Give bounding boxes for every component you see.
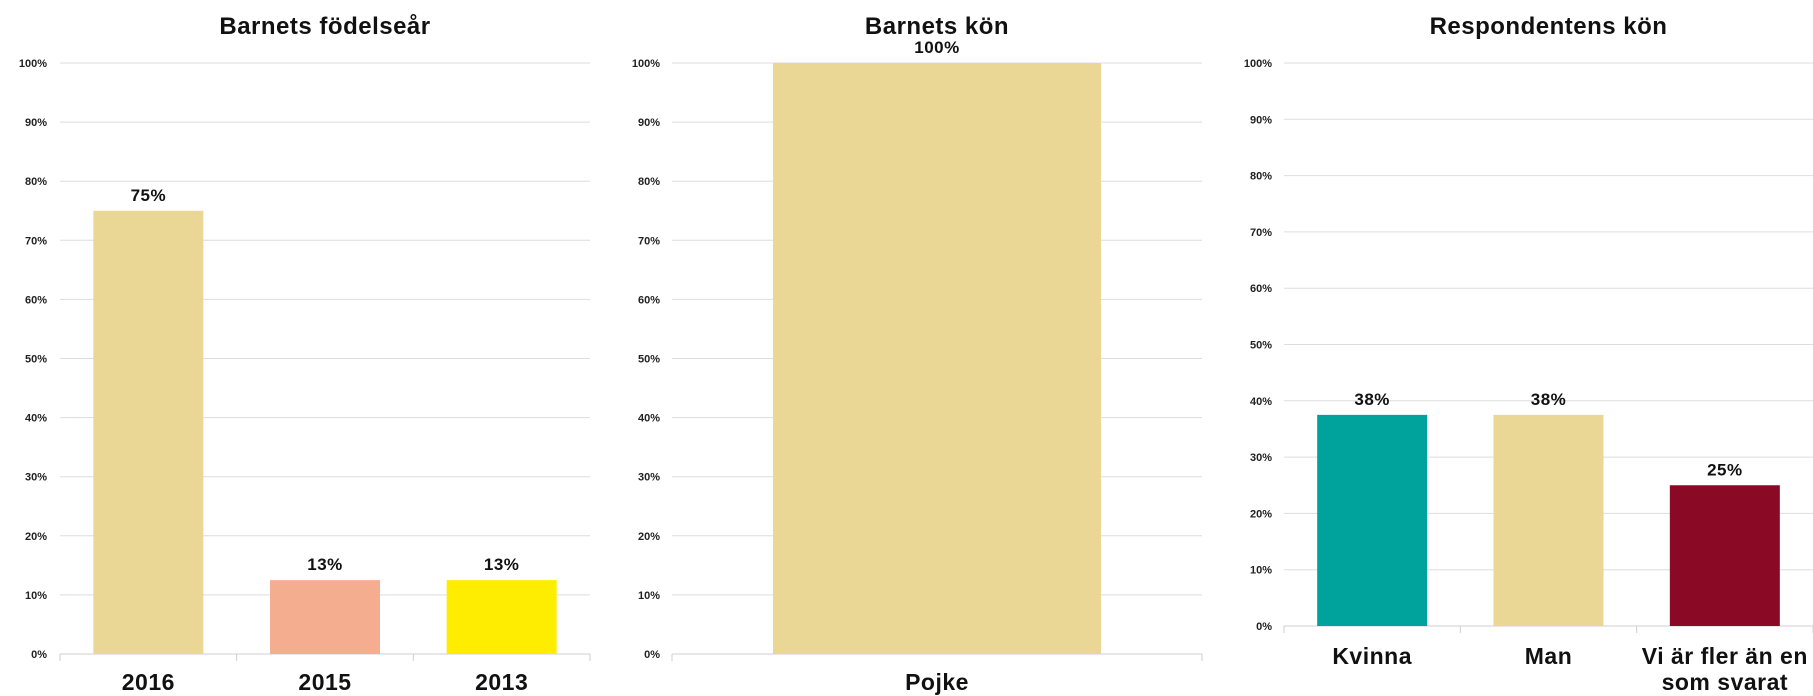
chart-title: Barnets kön bbox=[865, 13, 1009, 40]
y-tick-label: 0% bbox=[31, 649, 47, 661]
chart-title: Respondentens kön bbox=[1430, 13, 1668, 40]
data-label: 100% bbox=[914, 38, 959, 57]
y-tick-label: 70% bbox=[638, 235, 660, 247]
y-tick-label: 70% bbox=[25, 235, 47, 247]
y-tick-label: 30% bbox=[638, 472, 660, 484]
category-label: Vi är fler än en bbox=[1642, 643, 1808, 669]
y-tick-label: 80% bbox=[638, 176, 660, 188]
data-label: 75% bbox=[131, 186, 167, 205]
y-tick-label: 50% bbox=[1250, 340, 1272, 352]
data-label: 38% bbox=[1531, 390, 1567, 409]
y-tick-label: 30% bbox=[25, 472, 47, 484]
y-tick-label: 100% bbox=[19, 58, 47, 70]
y-tick-label: 60% bbox=[1250, 283, 1272, 295]
y-tick-label: 50% bbox=[638, 354, 660, 366]
data-label: 13% bbox=[484, 555, 520, 574]
y-tick-label: 10% bbox=[1250, 565, 1272, 577]
y-tick-label: 50% bbox=[25, 354, 47, 366]
y-tick-label: 60% bbox=[638, 294, 660, 306]
y-tick-label: 100% bbox=[632, 58, 660, 70]
bar-2013 bbox=[446, 580, 557, 654]
y-tick-label: 90% bbox=[25, 117, 47, 129]
category-label: Kvinna bbox=[1332, 643, 1412, 669]
bar-2016 bbox=[93, 210, 204, 654]
bar-vi-r-fler-n-en-som-svarat bbox=[1669, 485, 1780, 626]
y-tick-label: 40% bbox=[25, 413, 47, 425]
category-label: som svarat bbox=[1662, 669, 1788, 695]
chart-title: Barnets födelseår bbox=[219, 13, 430, 40]
chart-3: Respondentens kön 0% 10% 20% 30% 40% 50% 60% 70%… bbox=[1244, 13, 1813, 695]
category-label: 2016 bbox=[122, 669, 175, 695]
bar-kvinna bbox=[1317, 414, 1428, 626]
category-label: 2013 bbox=[475, 669, 528, 695]
chart-2: Barnets kön 0% 10% 20% 30% 40% 50% 60% 70% 80% 90%… bbox=[632, 13, 1203, 695]
y-tick-label: 100% bbox=[1244, 58, 1272, 70]
y-tick-label: 30% bbox=[1250, 452, 1272, 464]
y-tick-label: 80% bbox=[25, 176, 47, 188]
y-tick-label: 20% bbox=[25, 531, 47, 543]
y-tick-label: 0% bbox=[1256, 621, 1272, 633]
y-tick-label: 10% bbox=[638, 590, 660, 602]
category-label: 2015 bbox=[298, 669, 351, 695]
category-label: Pojke bbox=[905, 669, 969, 695]
y-tick-label: 60% bbox=[25, 294, 47, 306]
bar-2015 bbox=[270, 580, 380, 654]
chart-1: Barnets födelseår 0% 10% 20% 30% 40% 50% 60% 70%… bbox=[19, 13, 591, 695]
data-label: 25% bbox=[1707, 460, 1743, 479]
y-tick-label: 90% bbox=[1250, 114, 1272, 126]
y-tick-label: 40% bbox=[638, 413, 660, 425]
y-tick-label: 10% bbox=[25, 590, 47, 602]
y-tick-label: 90% bbox=[638, 117, 660, 129]
y-tick-label: 80% bbox=[1250, 171, 1272, 183]
bar-pojke bbox=[773, 63, 1101, 654]
bar-man bbox=[1493, 414, 1604, 626]
y-tick-label: 0% bbox=[644, 649, 660, 661]
y-tick-label: 70% bbox=[1250, 227, 1272, 239]
data-label: 38% bbox=[1354, 390, 1390, 409]
y-tick-label: 20% bbox=[1250, 508, 1272, 520]
category-label: Man bbox=[1525, 643, 1573, 669]
y-tick-label: 20% bbox=[638, 531, 660, 543]
y-tick-label: 40% bbox=[1250, 396, 1272, 408]
data-label: 13% bbox=[307, 555, 343, 574]
